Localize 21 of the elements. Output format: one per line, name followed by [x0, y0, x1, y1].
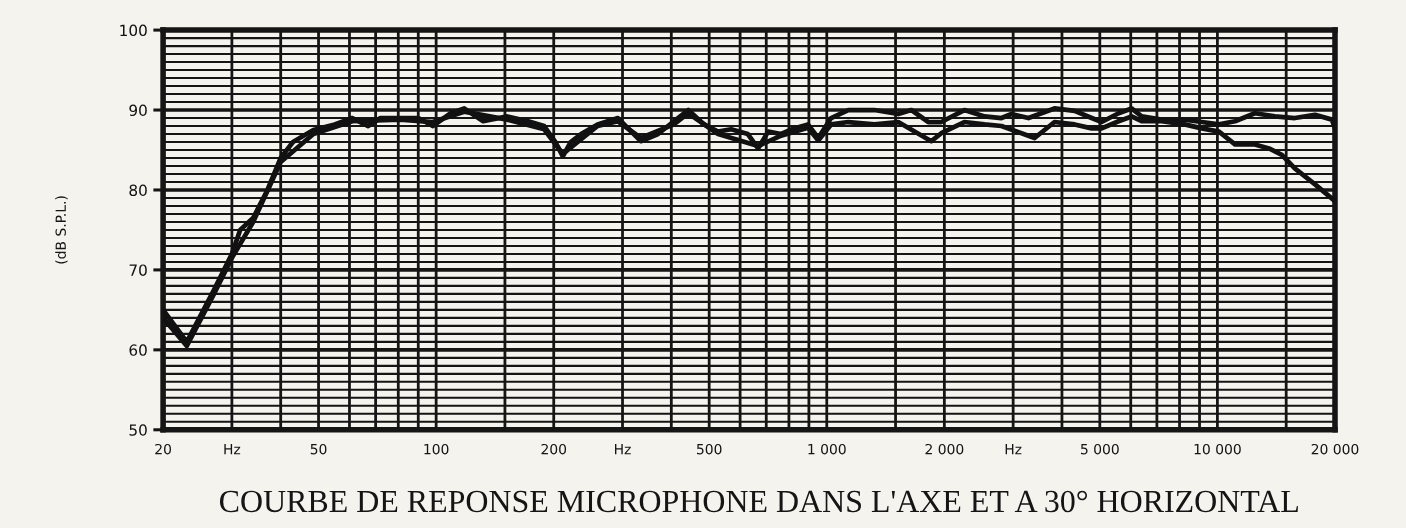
- x-tick-label: Hz: [224, 444, 241, 455]
- x-tick-label: 20 000: [1311, 443, 1359, 455]
- y-tick-label: 70: [129, 264, 147, 276]
- x-tick-label: 20: [155, 443, 172, 455]
- x-tick-label: 10 000: [1194, 443, 1241, 455]
- y-tick-label: 50: [129, 424, 147, 436]
- y-tick-label: 90: [129, 104, 147, 117]
- x-tick-label: Hz: [1005, 444, 1022, 455]
- x-tick-label: 1 000: [808, 443, 846, 455]
- x-tick-label: Hz: [615, 444, 631, 455]
- y-axis-title: (dB S.P.L.): [55, 196, 68, 264]
- text: COURBE DE REPONSE MICROPHONE DANS L'AXE ET A 30° HORIZONTAL: [219, 490, 1298, 513]
- y-tick-label: 100: [120, 24, 147, 37]
- x-tick-label: 5 000: [1081, 443, 1119, 455]
- y-tick-label: 60: [129, 344, 147, 356]
- x-tick-label: 100: [424, 443, 449, 455]
- x-tick-label: 50: [310, 443, 327, 455]
- x-tick-label: 2 000: [925, 443, 964, 455]
- y-tick-label: 80: [129, 184, 147, 196]
- x-tick-label: 500: [697, 443, 722, 455]
- x-tick-label: 200: [541, 443, 567, 455]
